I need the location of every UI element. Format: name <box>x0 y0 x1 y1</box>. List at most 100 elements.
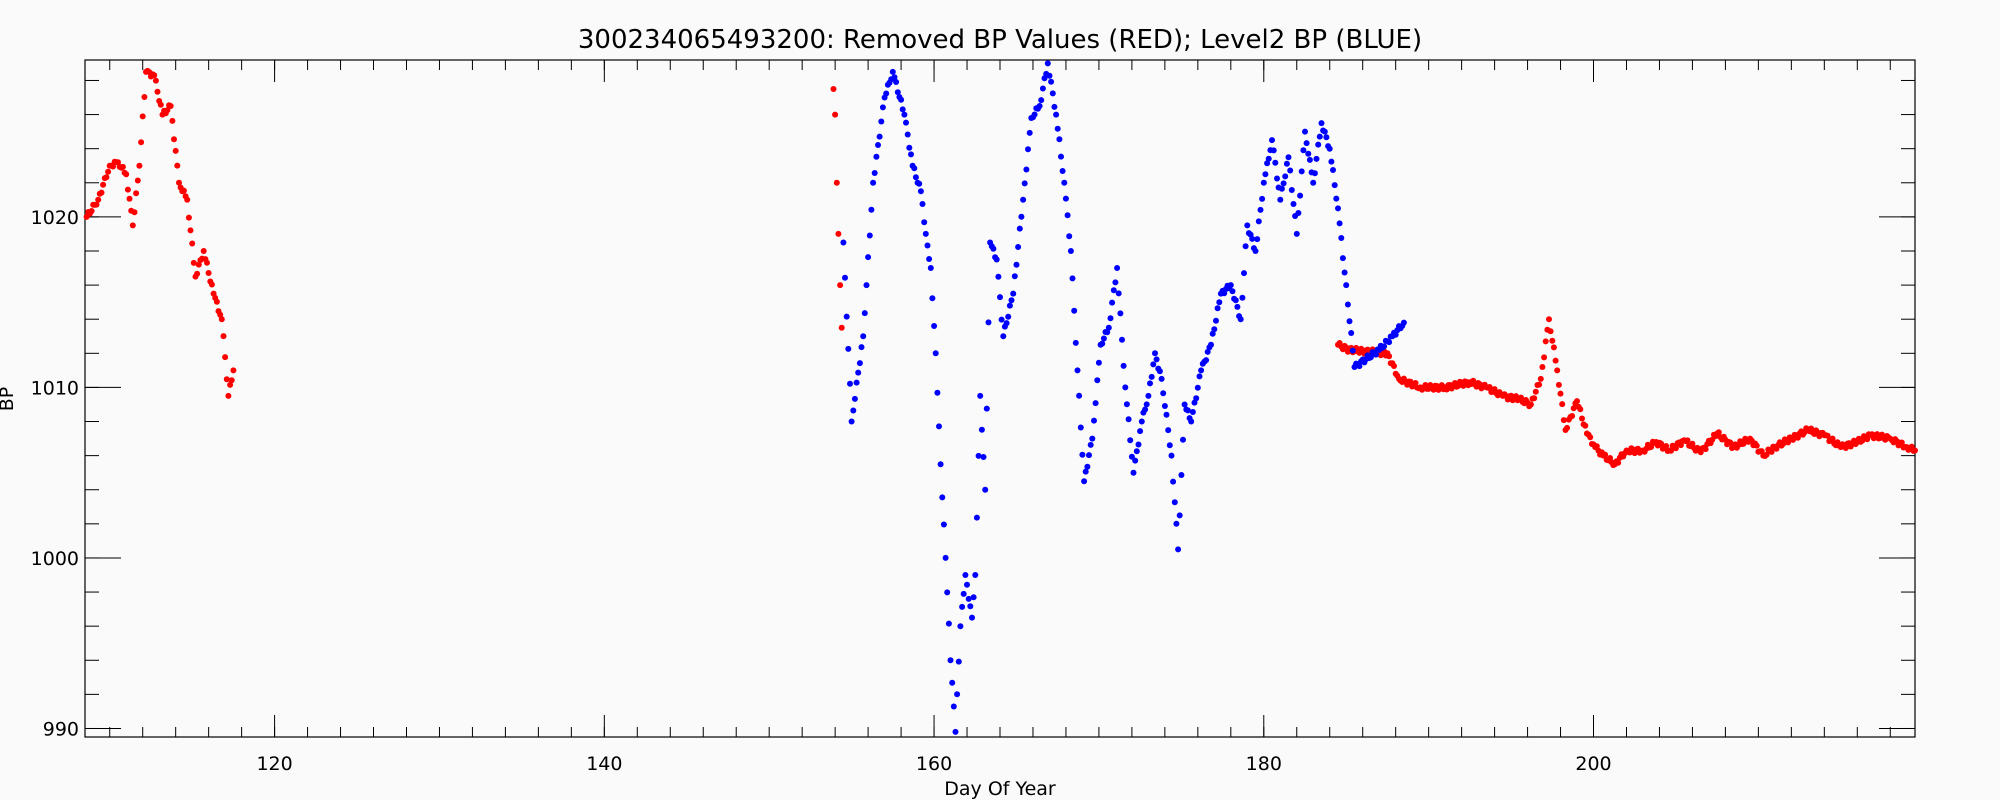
data-point <box>93 201 100 208</box>
data-point <box>1400 319 1407 326</box>
data-point <box>932 350 939 357</box>
data-point <box>1092 400 1099 407</box>
data-point <box>1381 343 1388 350</box>
data-point <box>1367 354 1374 361</box>
data-point <box>1214 305 1221 312</box>
y-tick-label: 1020 <box>31 207 79 229</box>
data-point <box>973 514 980 521</box>
data-point <box>1412 380 1419 386</box>
data-point <box>1062 195 1069 202</box>
data-point <box>856 360 863 367</box>
data-point <box>1067 248 1074 254</box>
data-point <box>1587 434 1594 441</box>
data-point <box>1023 166 1030 173</box>
data-point <box>1560 417 1567 424</box>
data-point <box>1016 225 1023 232</box>
data-point <box>959 603 966 610</box>
data-point <box>1577 406 1584 413</box>
data-point <box>1061 179 1068 186</box>
data-point <box>1100 335 1107 342</box>
data-point <box>1095 359 1102 366</box>
data-point <box>1532 388 1539 395</box>
data-point <box>860 333 867 340</box>
data-point <box>1109 299 1116 306</box>
data-point <box>1000 333 1007 340</box>
data-point <box>1064 212 1071 219</box>
data-point <box>1125 416 1132 423</box>
data-point <box>975 452 982 459</box>
data-point <box>1570 405 1577 412</box>
data-point <box>1160 390 1167 397</box>
data-point <box>1119 336 1125 343</box>
data-point <box>1912 447 1918 454</box>
data-point <box>1249 235 1256 242</box>
data-point <box>843 313 850 320</box>
data-point <box>1132 457 1139 464</box>
data-point <box>1550 344 1557 351</box>
data-point <box>1122 384 1129 391</box>
data-point <box>1260 179 1267 186</box>
data-point <box>978 426 985 433</box>
data-point <box>1328 158 1335 165</box>
data-point <box>1338 235 1345 241</box>
data-point <box>164 107 171 114</box>
data-point <box>1298 168 1305 175</box>
y-tick-label: 1010 <box>31 377 79 399</box>
data-point <box>1107 315 1114 322</box>
data-point <box>998 316 1005 323</box>
x-axis-label: Day Of Year <box>944 778 1056 800</box>
data-point <box>1315 141 1322 148</box>
data-point <box>195 261 202 268</box>
data-point <box>1137 428 1144 435</box>
data-point <box>1313 155 1320 162</box>
data-point <box>906 144 913 151</box>
data-point <box>223 376 230 383</box>
data-point <box>1305 150 1312 157</box>
data-point <box>908 151 914 158</box>
data-point <box>230 367 237 374</box>
data-point <box>855 369 862 376</box>
data-point <box>870 179 877 186</box>
data-point <box>840 239 847 246</box>
data-point <box>1031 111 1038 118</box>
data-point <box>949 679 956 686</box>
data-point <box>1056 136 1063 143</box>
data-point <box>1066 233 1073 240</box>
data-point <box>1176 512 1183 519</box>
data-point <box>1310 179 1317 186</box>
data-point <box>868 206 875 213</box>
data-point <box>944 589 951 596</box>
data-point <box>138 139 145 146</box>
data-point <box>879 104 886 111</box>
data-point <box>1569 413 1576 419</box>
data-point <box>1663 443 1670 449</box>
data-point <box>1326 145 1333 152</box>
data-point <box>1546 316 1552 323</box>
data-point <box>1150 361 1157 368</box>
data-point <box>1270 147 1277 154</box>
data-point <box>1189 409 1196 415</box>
data-point <box>1898 439 1905 446</box>
data-point <box>830 86 837 92</box>
data-point <box>1306 156 1313 163</box>
data-point <box>1531 395 1538 402</box>
data-point <box>1537 375 1544 382</box>
data-point <box>1099 340 1106 347</box>
data-point <box>1542 338 1549 345</box>
data-point <box>990 245 997 252</box>
data-point <box>1152 350 1158 357</box>
data-point <box>929 295 936 302</box>
data-point <box>1282 173 1289 180</box>
data-point <box>1582 422 1589 429</box>
data-point <box>169 117 176 124</box>
data-point <box>1290 201 1297 207</box>
data-point <box>1175 546 1182 553</box>
data-point <box>1287 167 1294 174</box>
data-point <box>1010 290 1017 297</box>
data-point <box>1135 441 1142 448</box>
data-point <box>927 265 934 271</box>
data-point <box>123 171 130 178</box>
data-point <box>1768 448 1775 455</box>
data-point <box>185 214 192 221</box>
data-point <box>1343 282 1350 289</box>
